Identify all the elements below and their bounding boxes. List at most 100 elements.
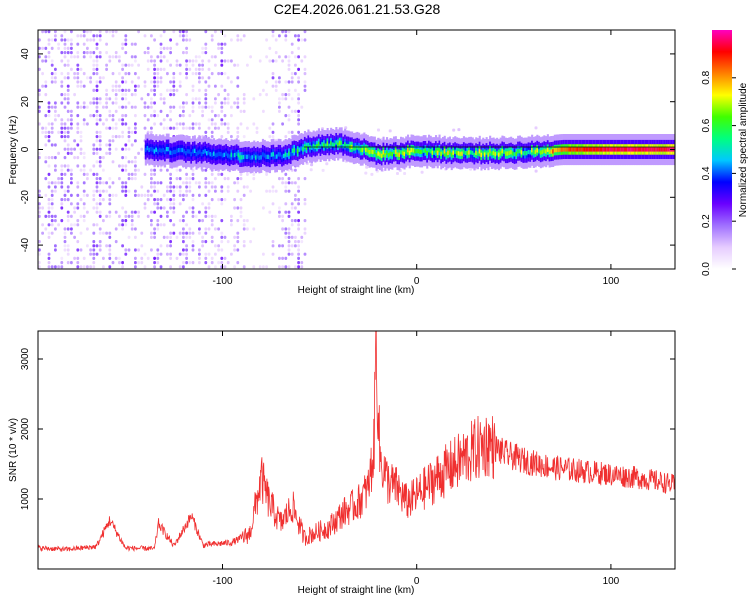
spectrogram-noise-cell [137,210,140,214]
spectrogram-noise-cell [44,59,48,63]
spectrogram-noise-cell [242,219,246,223]
spectrogram-noise-cell [98,114,102,118]
spectrogram-noise-cell [236,248,240,252]
spectrogram-ridge-cell [625,147,628,152]
spectrogram-noise-cell [95,97,99,101]
spectrogram-noise-cell [70,67,73,71]
spectrogram-ridge-cell [396,152,399,157]
spectrogram-noise-cell [207,84,211,88]
spectrogram-noise-cell [204,93,208,97]
spectrogram-noise-cell [156,114,160,118]
spectrogram-noise-cell [127,130,131,134]
spectrogram-noise-cell [57,42,60,46]
spectrogram-noise-cell [182,101,185,105]
spectrogram-noise-cell [98,202,102,206]
spectrogram-noise-cell [223,198,227,202]
spectrogram-noise-cell [287,231,291,235]
spectrogram-noise-cell [191,240,195,244]
spectrogram-noise-cell [252,177,256,181]
spectrogram-noise-cell [198,248,201,252]
snr-series-line [38,331,675,553]
spectrogram-ridge-cell [435,148,438,153]
spectrogram-noise-cell [54,80,57,84]
spectrogram-noise-cell [140,256,144,260]
spectrogram-noise-cell [194,214,198,218]
spectrogram-noise-cell [63,193,67,197]
spectrogram-noise-cell [172,198,176,202]
spectrogram-noise-cell [281,177,284,181]
spectrogram-noise-cell [226,126,230,130]
spectrogram-noise-cell [214,214,217,218]
spectrogram-noise-cell [297,261,300,265]
spectrogram-noise-cell [98,160,102,164]
spectrogram-noise-cell [70,30,73,34]
spectrogram-noise-cell [156,76,160,80]
spectrogram-noise-cell [207,214,211,218]
spectrogram-noise-cell [204,42,208,46]
spectrogram-noise-cell [287,189,291,193]
spectrogram-noise-cell [86,210,89,214]
spectrogram-noise-cell [294,55,297,59]
spectrogram-noise-cell [95,147,99,151]
spectrogram-noise-cell [60,51,64,55]
spectrogram-noise-cell [66,76,70,80]
spectrogram-noise-cell [300,265,304,269]
spectrogram-noise-cell [70,147,73,151]
spectrogram-noise-cell [38,210,41,214]
y-tick-label: 1000 [20,487,31,510]
spectrogram-noise-cell [95,185,99,189]
spectrogram-noise-cell [210,223,214,227]
spectrogram-noise-cell [47,261,51,265]
spectrogram-noise-cell [236,101,240,105]
spectrogram-noise-cell [95,101,99,105]
spectrogram-noise-cell [121,80,124,84]
spectrogram-noise-cell [175,88,179,92]
spectrogram-ridge-cell [317,141,320,146]
spectrogram-noise-cell [271,122,275,126]
spectrogram-ridge-cell [312,143,315,149]
spectrogram-noise-cell [230,135,233,139]
spectrogram-noise-cell [182,114,185,118]
spectrogram-noise-cell [38,214,41,218]
spectrogram-ridge-cell [268,155,271,160]
spectrogram-ridge-cell [438,148,441,153]
spectrogram-noise-cell [44,30,48,34]
spectrogram-noise-cell [127,189,131,193]
spectrogram-noise-cell [287,55,291,59]
spectrogram-noise-cell [63,235,67,239]
spectrogram-ridge-cell [298,147,301,152]
spectrogram-ridge-cell [204,149,207,154]
spectrogram-noise-cell [143,105,147,109]
spectrogram-noise-cell [233,265,236,269]
spectrogram-ridge-cell [492,150,495,156]
spectrogram-noise-cell [50,38,54,42]
spectrogram-noise-cell [121,135,124,139]
spectrogram-noise-cell [166,198,169,202]
spectrogram-noise-cell [114,135,118,139]
spectrogram-noise-cell [169,38,172,42]
spectrogram-noise-cell [47,214,51,218]
spectrogram-noise-cell [388,129,392,133]
spectrogram-noise-cell [214,84,217,88]
spectrogram-noise-cell [121,97,124,101]
spectrogram-noise-cell [70,168,73,172]
spectrogram-ridge-cell [618,147,621,152]
spectrogram-noise-cell [166,189,169,193]
spectrogram-noise-cell [153,185,156,189]
spectrogram-ridge-cell [310,145,313,150]
spectrogram-noise-cell [178,72,182,76]
spectrogram-noise-cell [79,151,83,155]
spectrogram-noise-cell [60,172,64,176]
spectrogram-noise-cell [54,227,57,231]
spectrogram-ridge-cell [254,155,257,160]
spectrogram-noise-cell [204,80,208,84]
spectrogram-noise-cell [169,206,172,210]
spectrogram-noise-cell [178,252,182,256]
spectrogram-noise-cell [54,143,57,147]
spectrogram-noise-cell [242,135,246,139]
spectrogram-noise-cell [60,261,64,265]
spectrogram-noise-cell [178,265,182,269]
spectrogram-noise-cell [284,97,288,101]
spectrogram-ridge-cell [281,154,284,160]
spectrogram-ridge-cell [253,153,256,159]
